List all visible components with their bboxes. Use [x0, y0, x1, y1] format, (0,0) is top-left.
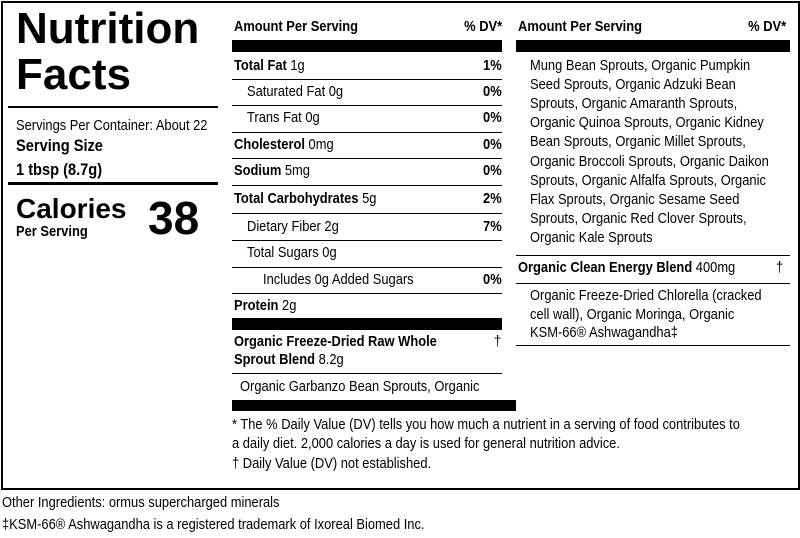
ingredient-line: Organic Kale Sprouts	[530, 228, 653, 246]
divider	[8, 182, 218, 185]
nutrient-name: Trans Fat	[247, 109, 302, 126]
dv-header: % DV*	[747, 18, 786, 35]
blend-amount: 400mg	[695, 259, 736, 276]
divider	[516, 345, 790, 346]
nutrient-amount: 0mg	[308, 136, 334, 153]
nutrient-name: Sodium	[234, 162, 282, 179]
calories-value: 38	[148, 192, 200, 244]
divider	[232, 267, 502, 268]
nutrient-dv: 0%	[483, 136, 502, 153]
nutrient-name: Includes 0g Added Sugars	[263, 271, 414, 288]
thick-bar	[516, 40, 790, 52]
nutrient-row: Total Carbohydrates 5g	[234, 190, 376, 208]
divider	[232, 213, 502, 214]
thick-bar	[232, 400, 516, 411]
ingredient-line: Mung Bean Sprouts, Organic Pumpkin	[530, 57, 751, 74]
nutrient-name: Protein	[234, 297, 279, 314]
nutrient-amount: 0g	[322, 244, 337, 261]
nutrient-dv: 1%	[483, 57, 502, 74]
nutrient-dv: 0%	[483, 162, 502, 179]
ingredient-line: Organic Freeze-Dried Chlorella (cracked	[530, 287, 762, 304]
serving-size: 1 tbsp (8.7g)	[16, 160, 103, 179]
nutrient-dv: 0%	[483, 271, 502, 288]
nutrient-amount: 1g	[290, 57, 305, 74]
servings: Servings Per Container: About 22	[16, 117, 208, 134]
nutrient-name: Dietary Fiber	[247, 218, 321, 235]
thick-bar	[232, 318, 502, 330]
divider	[516, 283, 790, 284]
blend-name: Organic Freeze-Dried Raw Whole	[234, 333, 437, 350]
nutrient-dv: 0%	[483, 83, 502, 100]
column-header: Amount Per Serving	[518, 18, 643, 35]
trademark: ‡KSM-66® Ashwagandha is a registered tra…	[2, 516, 425, 533]
nutrient-name: Total Fat	[234, 57, 287, 74]
divider	[232, 185, 502, 186]
nutrient-amount: 2g	[324, 218, 339, 235]
calories-sub: Per Serving	[16, 223, 88, 240]
serving-size-label: Serving Size	[16, 136, 103, 155]
ingredient-line: Sprouts, Organic Alfalfa Sprouts, Organi…	[530, 171, 766, 189]
nutrient-name: Cholesterol	[234, 136, 305, 153]
footnote: † Daily Value (DV) not established.	[232, 455, 432, 472]
ingredient-line: Sprouts, Organic Amaranth Sprouts,	[530, 95, 738, 113]
nutrient-amount: 0g	[328, 83, 344, 100]
nutrient-name: Total Sugars	[247, 244, 319, 261]
nutrient-dv: 7%	[483, 218, 502, 235]
divider	[232, 373, 502, 374]
blend-dv: †	[776, 259, 784, 276]
divider	[232, 79, 502, 80]
blend-dv: †	[494, 333, 502, 350]
divider	[516, 255, 790, 256]
column-header: Amount Per Serving	[234, 18, 359, 35]
thick-bar	[232, 40, 502, 52]
nutrient-row: Includes 0g Added Sugars	[263, 271, 414, 289]
nutrient-row: Sodium 5mg	[234, 162, 310, 180]
title: Nutrition Facts	[16, 4, 200, 99]
nutrient-row: Trans Fat 0g	[247, 109, 320, 127]
divider	[232, 132, 502, 133]
nutrient-row: Dietary Fiber 2g	[247, 218, 339, 236]
nutrient-amount: 2g	[282, 297, 297, 314]
nutrient-row: Total Sugars 0g	[247, 244, 337, 262]
label-border	[1, 1, 800, 490]
calories-label: Calories	[16, 193, 127, 224]
divider	[8, 106, 218, 108]
ingredient-line: Sprouts, Organic Red Clover Sprouts,	[530, 209, 747, 227]
nutrient-row: Saturated Fat 0g	[247, 83, 343, 101]
divider	[232, 240, 502, 241]
divider	[232, 158, 502, 159]
ingredient-line: Organic Broccoli Sprouts, Organic Daikon	[530, 152, 769, 170]
divider	[232, 293, 502, 294]
ingredient-line: Seed Sprouts, Organic Adzuki Bean	[530, 76, 736, 94]
ingredient-line: Bean Sprouts, Organic Millet Sprouts,	[530, 133, 746, 151]
nutrient-row: Total Fat 1g	[234, 57, 305, 75]
blend-name: Organic Clean Energy Blend	[518, 259, 693, 276]
dv-header: % DV*	[463, 18, 502, 35]
nutrient-dv: 0%	[483, 109, 502, 126]
nutrient-amount: 5mg	[284, 162, 310, 179]
ingredient-line: KSM-66® Ashwagandha‡	[530, 324, 678, 341]
nutrient-amount: 0g	[305, 109, 320, 126]
nutrient-row: Protein 2g	[234, 297, 296, 315]
other-ingredients: Other Ingredients: ormus supercharged mi…	[2, 494, 280, 511]
nutrient-row: Cholesterol 0mg	[234, 136, 334, 154]
ingredient-line: Organic Quinoa Sprouts, Organic Kidney	[530, 114, 764, 132]
ingredient-line: cell wall), Organic Moringa, Organic	[530, 306, 735, 323]
nutrient-dv: 2%	[483, 190, 502, 207]
ingredient-line: Flax Sprouts, Organic Sesame Seed	[530, 190, 740, 208]
nutrient-name: Saturated Fat	[247, 83, 326, 100]
ingredient-line: Organic Garbanzo Bean Sprouts, Organic	[240, 378, 480, 395]
footnote: * The % Daily Value (DV) tells you how m…	[232, 416, 740, 433]
nutrient-amount: 5g	[362, 190, 377, 207]
nutrient-name: Total Carbohydrates	[234, 190, 359, 207]
blend-amount: 8.2g	[318, 351, 344, 368]
divider	[232, 105, 502, 106]
footnote: a daily diet. 2,000 calories a day is us…	[232, 435, 620, 452]
blend-name: Sprout Blend	[234, 351, 315, 368]
